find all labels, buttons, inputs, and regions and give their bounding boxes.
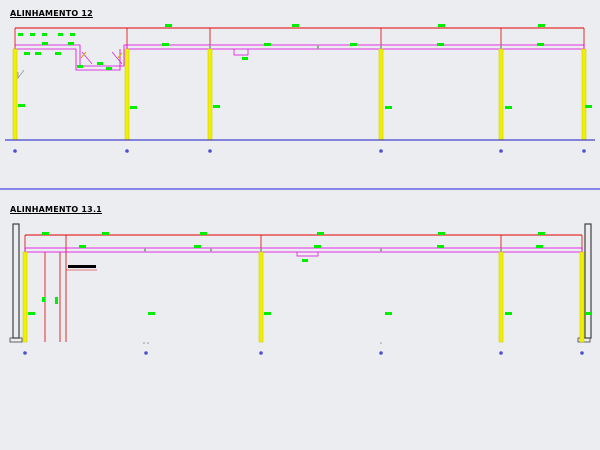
column (22, 251, 28, 343)
beam-joint-markers (209, 45, 502, 49)
label-bar (68, 265, 96, 268)
column (258, 251, 264, 343)
base-markers (23, 351, 584, 355)
column (207, 48, 213, 141)
columns (22, 251, 585, 343)
dimension-tags (28, 232, 592, 315)
beam-joint-markers (144, 248, 502, 252)
column (581, 48, 587, 141)
elevation-alinhamento-13-1 (9, 223, 592, 355)
beam-main (24, 247, 583, 253)
column (12, 48, 18, 141)
column (124, 48, 130, 141)
dimension-tags (18, 24, 592, 109)
elevation-alinhamento-12 (5, 24, 595, 153)
section-title-alinhamento-13-1: ALINHAMENTO 13.1 (10, 205, 102, 214)
column (378, 48, 384, 141)
column (498, 251, 504, 343)
beam-left-stepped (15, 44, 127, 67)
grid-lines (24, 235, 583, 342)
end-supports (9, 223, 592, 343)
section-title-alinhamento-12: ALINHAMENTO 12 (10, 9, 93, 18)
column (579, 251, 585, 343)
base-markers (13, 149, 586, 153)
column (498, 48, 504, 141)
